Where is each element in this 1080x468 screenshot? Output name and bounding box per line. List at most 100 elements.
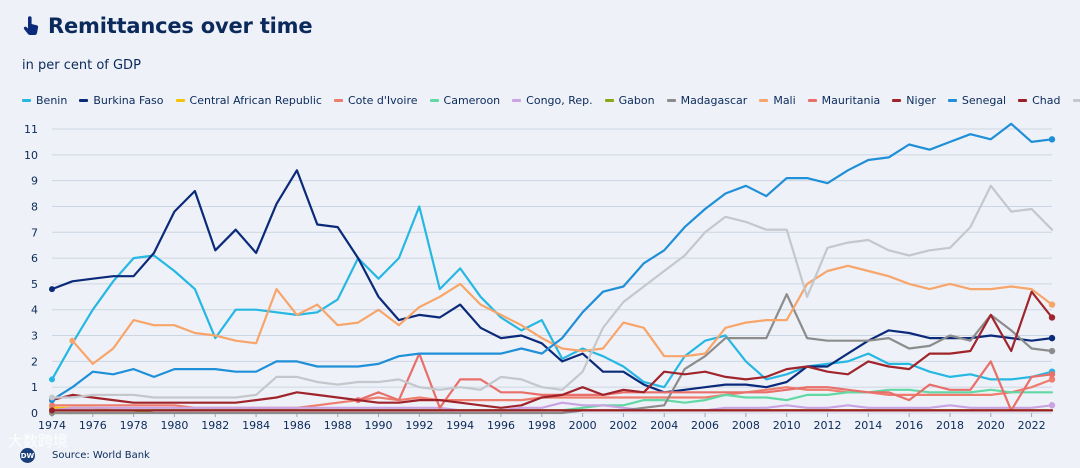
legend-label: Benin xyxy=(36,94,68,107)
legend-item: Togo xyxy=(1072,94,1080,107)
series-end-marker xyxy=(1048,136,1056,143)
legend-label: Senegal xyxy=(961,94,1007,107)
legend-label: Congo, Rep. xyxy=(526,94,593,107)
series-end-marker xyxy=(1048,314,1056,321)
x-tick-label: 2014 xyxy=(854,419,882,432)
x-tick-label: 2018 xyxy=(936,419,964,432)
legend-swatch xyxy=(22,99,31,102)
x-tick-label: 1984 xyxy=(242,419,270,432)
legend-item: Chad xyxy=(1018,94,1061,107)
legend-swatch xyxy=(1072,99,1080,102)
y-tick-label: 5 xyxy=(31,278,38,291)
series-start-marker xyxy=(49,376,55,383)
legend-swatch xyxy=(947,99,957,102)
legend-label: Niger xyxy=(906,94,936,107)
y-tick-label: 9 xyxy=(31,175,38,188)
legend-label: Cameroon xyxy=(443,94,501,107)
legend-label: Gabon xyxy=(618,94,655,107)
series-line-congo-rep- xyxy=(50,401,1054,412)
x-tick-label: 1992 xyxy=(405,419,433,432)
x-tick-label: 1986 xyxy=(283,419,311,432)
series-start-marker xyxy=(49,394,55,401)
series-end-marker xyxy=(1048,376,1056,383)
series-line-mali xyxy=(71,264,1054,365)
y-tick-label: 7 xyxy=(31,226,38,239)
y-tick-label: 4 xyxy=(31,304,38,317)
y-tick-label: 0 xyxy=(31,407,38,420)
legend-swatch xyxy=(759,99,769,102)
legend-label: Burkina Faso xyxy=(93,94,164,107)
x-tick-label: 2008 xyxy=(732,419,760,432)
legend-label: Madagascar xyxy=(680,94,748,107)
legend-label: Chad xyxy=(1032,94,1061,107)
legend-label: Cote d'Ivoire xyxy=(347,94,418,107)
y-tick-label: 2 xyxy=(31,355,38,368)
legend-item: Benin xyxy=(22,94,67,107)
x-tick-label: 1998 xyxy=(528,419,556,432)
y-tick-label: 8 xyxy=(31,200,38,213)
legend-swatch xyxy=(892,99,902,102)
series-end-marker xyxy=(1048,347,1056,355)
legend-item: Senegal xyxy=(947,94,1007,107)
x-tick-label: 1982 xyxy=(201,419,229,432)
legend-item: Niger xyxy=(892,94,936,107)
series-start-marker xyxy=(49,407,55,414)
series-line-madagascar xyxy=(50,293,1054,415)
x-tick-label: 2020 xyxy=(977,419,1005,432)
legend-label: Mauritania xyxy=(821,94,881,107)
legend-swatch xyxy=(175,99,185,102)
legend-label: Mali xyxy=(773,94,796,107)
series-end-marker xyxy=(1048,402,1056,409)
legend-item: Cameroon xyxy=(429,94,501,107)
legend-swatch xyxy=(604,99,614,102)
legend-item: Congo, Rep. xyxy=(512,94,593,107)
x-tick-label: 2022 xyxy=(1018,419,1046,432)
chart-subtitle: in per cent of GDP xyxy=(22,58,141,73)
series-line-niger xyxy=(50,290,1054,409)
x-tick-label: 1988 xyxy=(324,419,352,432)
x-tick-label: 2000 xyxy=(569,419,597,432)
series-start-marker xyxy=(49,286,55,293)
series-line-benin xyxy=(50,205,1054,389)
series-line-togo xyxy=(50,184,1054,399)
x-tick-label: 1978 xyxy=(120,419,148,432)
legend-swatch xyxy=(807,99,817,102)
legend-item: Mali xyxy=(759,94,796,107)
legend-label: Central African Republic xyxy=(189,94,322,107)
chart-title: Remittances over time xyxy=(48,14,313,38)
series-start-marker xyxy=(69,337,76,344)
series-start-marker xyxy=(49,402,55,409)
legend-item: Madagascar xyxy=(666,94,748,107)
x-tick-label: 2002 xyxy=(609,419,637,432)
legend-swatch xyxy=(333,99,343,102)
source-note: Source: World Bank xyxy=(52,450,150,461)
legend-item: Gabon xyxy=(604,94,655,107)
x-tick-label: 2010 xyxy=(773,419,801,432)
x-tick-label: 2012 xyxy=(814,419,842,432)
series-end-marker xyxy=(1048,371,1056,378)
series-end-marker xyxy=(1048,334,1056,342)
legend-swatch xyxy=(79,99,89,102)
x-tick-label: 2006 xyxy=(691,419,719,432)
y-tick-label: 11 xyxy=(24,123,38,136)
legend-item: Central African Republic xyxy=(175,94,322,107)
series-line-burkina-faso xyxy=(50,169,1054,394)
x-tick-label: 1980 xyxy=(160,419,188,432)
x-tick-label: 1976 xyxy=(79,419,107,432)
title-row: Remittances over time xyxy=(22,14,313,38)
x-tick-label: 2016 xyxy=(895,419,923,432)
series-line-senegal xyxy=(50,122,1054,402)
legend-item: Cote d'Ivoire xyxy=(333,94,418,107)
legend-item: Burkina Faso xyxy=(79,94,164,107)
series-end-marker xyxy=(1048,301,1056,308)
x-tick-label: 1994 xyxy=(446,419,474,432)
legend-swatch xyxy=(429,99,439,102)
legend-swatch xyxy=(512,99,522,102)
hand-pointer-icon xyxy=(23,16,39,36)
y-tick-label: 1 xyxy=(31,381,38,394)
x-tick-label: 1990 xyxy=(365,419,393,432)
y-tick-label: 10 xyxy=(24,149,38,162)
legend-item: Mauritania xyxy=(807,94,881,107)
legend-swatch xyxy=(1018,99,1028,102)
